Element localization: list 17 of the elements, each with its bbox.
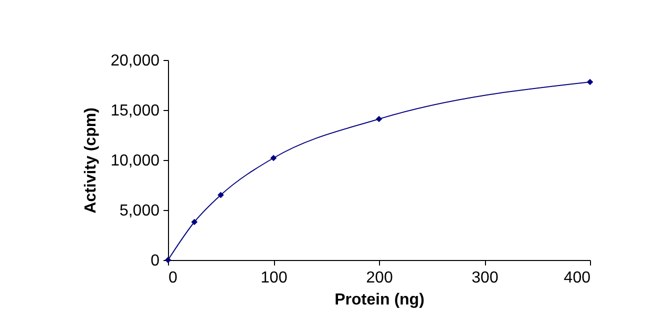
point (586, 78, 594, 86)
y-tick-label: 20,000 (110, 52, 160, 70)
x-tick-label: 400 (564, 270, 591, 286)
x-tick-label: 300 (472, 270, 498, 286)
x-tick-label: 100 (260, 270, 288, 286)
point (376, 116, 382, 122)
point (191, 218, 198, 226)
point (270, 154, 277, 162)
y-axis-title: Activity (cpm) (82, 108, 100, 214)
y-tick-label: 0 (150, 252, 160, 270)
y-tick-label: 5,000 (119, 202, 160, 220)
y-tick-label: 10,000 (110, 152, 160, 170)
x-tick-label: 200 (366, 270, 393, 286)
y-tick-label: 15,000 (110, 102, 160, 120)
point (218, 192, 224, 198)
x-tick-label: 0 (168, 270, 178, 286)
x-axis-title: Protein (ng) (334, 292, 424, 308)
